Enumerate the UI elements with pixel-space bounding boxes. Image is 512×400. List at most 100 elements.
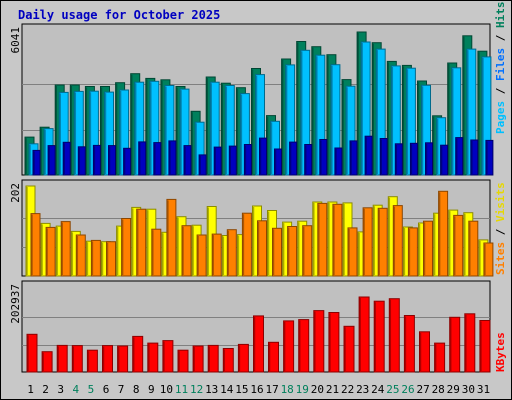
bar-kbytes-day-6: [102, 345, 113, 373]
bar-sites-day-10: [166, 198, 177, 277]
bar-sites-day-30: [468, 220, 479, 277]
bar-pages-day-21: [334, 147, 343, 176]
legend-files: Files: [494, 48, 507, 81]
bar-kbytes-day-28: [434, 342, 446, 373]
x-tick-label: 7: [118, 383, 125, 396]
bar-pages-day-24: [379, 138, 388, 176]
bar-kbytes-day-20: [313, 310, 325, 373]
x-tick-label: 1: [27, 383, 34, 396]
bar-sites-day-24: [377, 207, 388, 277]
bar-kbytes-day-26: [403, 315, 415, 373]
x-tick-label: 2: [42, 383, 49, 396]
bar-sites-day-9: [151, 228, 162, 277]
bar-sites-day-18: [287, 226, 298, 277]
x-tick-label: 27: [416, 383, 429, 396]
bar-pages-day-13: [213, 146, 222, 176]
legend-visits: Visits: [494, 182, 507, 222]
x-tick-label: 13: [205, 383, 218, 396]
x-tick-label: 3: [57, 383, 64, 396]
bar-pages-day-2: [47, 145, 56, 176]
legend-pages-files-hits: Pages / Files / Hits: [494, 2, 507, 135]
bar-sites-day-7: [121, 218, 132, 277]
x-tick-label: 15: [235, 383, 248, 396]
x-tick-label: 29: [447, 383, 460, 396]
bar-pages-day-7: [123, 147, 132, 176]
bar-sites-day-6: [106, 241, 116, 277]
bar-sites-day-26: [407, 227, 418, 277]
bar-sites-day-31: [483, 242, 494, 277]
bar-pages-day-31: [485, 139, 494, 176]
x-tick-label: 31: [477, 383, 490, 396]
bar-sites-day-8: [136, 208, 147, 277]
bar-sites-day-21: [332, 203, 343, 277]
x-tick-label: 8: [133, 383, 140, 396]
bar-pages-day-25: [394, 143, 403, 176]
bar-kbytes-day-5: [86, 349, 98, 373]
bar-sites-day-25: [392, 205, 403, 277]
bar-sites-day-1: [30, 213, 41, 277]
bar-kbytes-day-9: [147, 342, 159, 373]
bar-sites-day-5: [90, 239, 101, 277]
bar-sites-day-23: [362, 207, 373, 277]
bar-kbytes-day-14: [222, 348, 234, 373]
bar-pages-day-22: [349, 140, 358, 176]
bar-sites-day-27: [423, 220, 433, 277]
bar-sites-day-16: [257, 220, 267, 277]
legend-pages: Pages: [494, 101, 507, 134]
x-tick-label: 9: [148, 383, 155, 396]
bar-pages-day-14: [228, 145, 237, 176]
bar-kbytes-day-7: [117, 345, 129, 373]
bar-kbytes-day-23: [358, 296, 370, 373]
bar-pages-day-1: [32, 149, 41, 176]
bar-kbytes-day-18: [283, 320, 295, 373]
bar-sites-day-3: [60, 221, 71, 277]
bar-kbytes-day-31: [479, 320, 491, 373]
bar-kbytes-day-29: [449, 316, 461, 373]
x-tick-label: 11: [175, 383, 188, 396]
x-tick-label: 21: [326, 383, 339, 396]
bar-kbytes-day-22: [343, 325, 355, 373]
legend-separator: /: [494, 81, 507, 101]
legend-kbytes: KBytes: [494, 332, 507, 372]
bar-pages-day-18: [289, 141, 298, 176]
bar-sites-day-2: [45, 226, 56, 277]
bar-kbytes-day-24: [373, 300, 385, 373]
bar-kbytes-day-15: [237, 343, 249, 373]
legend-kbytes: KBytes: [494, 332, 507, 372]
bar-kbytes-day-19: [298, 319, 310, 373]
bar-sites-day-29: [453, 214, 464, 277]
bar-pages-day-26: [409, 142, 418, 176]
bar-pages-day-6: [108, 145, 116, 176]
ymax-label-kbytes: 202937: [9, 284, 22, 324]
bar-kbytes-day-10: [162, 340, 174, 373]
bar-kbytes-day-8: [132, 335, 144, 373]
bar-sites-day-17: [272, 227, 282, 277]
x-tick-label: 23: [356, 383, 369, 396]
chart-title: Daily usage for October 2025: [18, 8, 220, 22]
x-tick-label: 25: [386, 383, 399, 396]
x-tick-label: 14: [220, 383, 234, 396]
legend-sites-visits: Sites / Visits: [494, 182, 507, 275]
bar-pages-day-3: [62, 141, 71, 176]
legend-hits: Hits: [494, 2, 507, 29]
bar-pages-day-28: [440, 144, 449, 176]
bar-kbytes-day-3: [56, 344, 68, 373]
x-tick-label: 4: [72, 383, 79, 396]
bar-kbytes-day-12: [192, 345, 204, 373]
bar-pages-day-9: [153, 142, 162, 176]
bar-pages-day-17: [274, 148, 282, 176]
bar-kbytes-day-25: [388, 298, 400, 373]
x-tick-label: 16: [250, 383, 263, 396]
bar-pages-day-29: [455, 137, 464, 176]
bar-pages-day-15: [243, 144, 252, 176]
bar-sites-day-19: [302, 225, 313, 277]
bar-sites-day-11: [181, 225, 192, 277]
x-tick-label: 30: [462, 383, 475, 396]
x-tick-label: 20: [311, 383, 324, 396]
x-tick-label: 24: [371, 383, 385, 396]
x-tick-label: 22: [341, 383, 354, 396]
bar-kbytes-day-2: [41, 351, 53, 373]
bar-kbytes-day-27: [419, 331, 430, 373]
bar-sites-day-14: [226, 229, 237, 277]
